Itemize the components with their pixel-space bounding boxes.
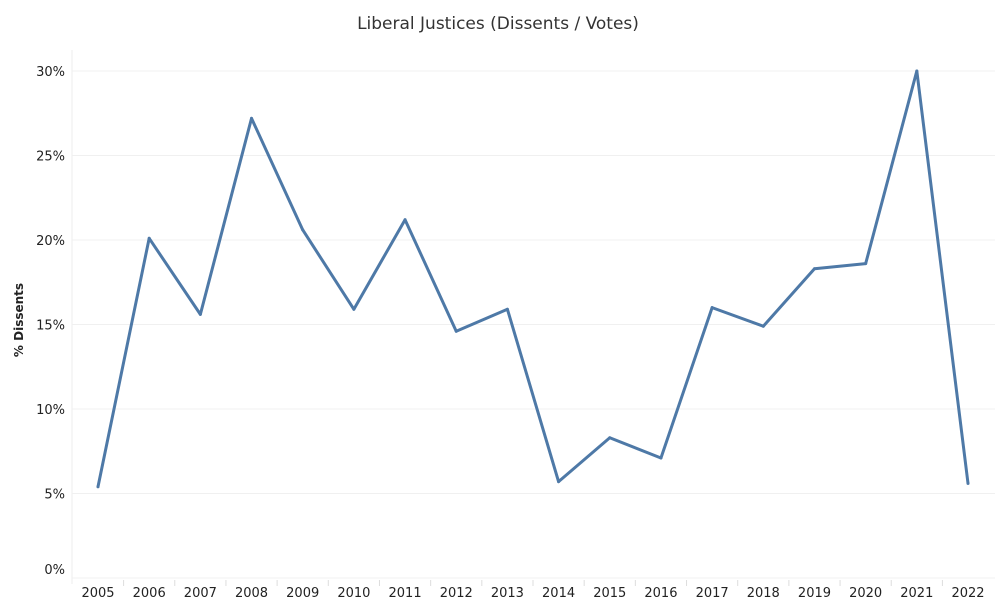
x-tick-label: 2018 [747,586,780,601]
y-tick-label: 0% [44,563,65,578]
x-tick-label: 2019 [798,586,831,601]
data-point [352,307,356,311]
x-tick-label: 2006 [133,586,166,601]
data-point [454,329,458,333]
series-layer [96,69,970,489]
data-point [301,228,305,232]
data-point [608,436,612,440]
x-tick-label: 2009 [286,586,319,601]
x-tick-label: 2005 [81,586,114,601]
series-line [96,69,970,489]
x-tick-label: 2011 [389,586,422,601]
gridlines [71,50,995,584]
data-point [812,267,816,271]
x-tick-label: 2021 [900,586,933,601]
x-tick-label: 2012 [440,586,473,601]
data-point [710,306,714,310]
x-tick-label: 2007 [184,586,217,601]
data-point [557,480,561,484]
y-tick-label: 10% [36,403,65,418]
x-tick-label: 2022 [951,586,984,601]
data-point [915,69,919,73]
x-axis: 2005 2006 2007 2008 2009 2010 2011 2012 2013 2014… [81,580,985,601]
x-tick-label: 2010 [337,586,370,601]
chart-title: Liberal Justices (Dissents / Votes) [357,14,639,34]
data-point [966,481,970,485]
y-tick-label: 15% [36,319,65,334]
y-tick-label: 30% [36,65,65,80]
x-tick-label: 2008 [235,586,268,601]
data-point [659,456,663,460]
y-tick-label: 20% [36,234,65,249]
data-point [505,307,509,311]
x-tick-label: 2017 [696,586,729,601]
data-point [96,485,100,489]
y-tick-label: 25% [36,150,65,165]
y-axis: 0% 5% 10% 15% 20% 25% 30% [36,65,65,578]
data-point [250,116,254,120]
y-tick-label: 5% [44,488,65,503]
data-point [761,324,765,328]
data-point [403,218,407,222]
data-point [864,262,868,266]
x-tick-label: 2016 [644,586,677,601]
data-point [147,236,151,240]
x-tick-label: 2015 [593,586,626,601]
y-axis-label: % Dissents [12,283,26,357]
x-tick-label: 2014 [542,586,575,601]
x-tick-label: 2013 [491,586,524,601]
x-tick-label: 2020 [849,586,882,601]
data-point [198,312,202,316]
